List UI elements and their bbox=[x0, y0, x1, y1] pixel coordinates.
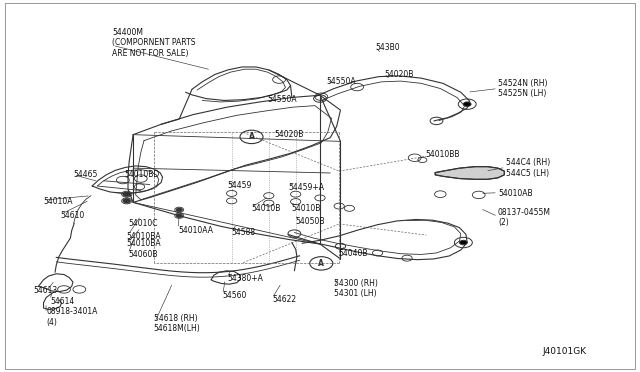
Text: 54040B: 54040B bbox=[338, 249, 367, 258]
Text: 54613: 54613 bbox=[33, 286, 58, 295]
Text: 543B0: 543B0 bbox=[375, 43, 399, 52]
Text: 54060B: 54060B bbox=[128, 250, 157, 259]
Text: 54050B: 54050B bbox=[296, 217, 325, 226]
Text: J40101GK: J40101GK bbox=[543, 347, 587, 356]
Text: 54020B: 54020B bbox=[274, 130, 303, 139]
Text: 54610: 54610 bbox=[61, 211, 85, 219]
Text: 54010BD: 54010BD bbox=[124, 170, 159, 179]
Circle shape bbox=[460, 240, 467, 245]
Circle shape bbox=[123, 199, 131, 203]
Text: 54614: 54614 bbox=[50, 297, 74, 306]
Text: 54560: 54560 bbox=[223, 291, 247, 300]
Text: 54010B: 54010B bbox=[251, 204, 280, 213]
Circle shape bbox=[176, 208, 182, 212]
Circle shape bbox=[176, 214, 182, 218]
Text: 54010BA: 54010BA bbox=[127, 239, 161, 248]
Text: 54550A: 54550A bbox=[326, 77, 356, 86]
Text: 54459+A: 54459+A bbox=[288, 183, 324, 192]
Text: 54465: 54465 bbox=[74, 170, 98, 179]
Text: A: A bbox=[318, 259, 324, 268]
Text: A: A bbox=[248, 132, 255, 141]
Text: 54010A: 54010A bbox=[44, 197, 73, 206]
Circle shape bbox=[123, 192, 131, 196]
Text: 54010AB: 54010AB bbox=[498, 189, 532, 198]
Text: 54020B: 54020B bbox=[384, 70, 413, 79]
Text: 54010BA: 54010BA bbox=[127, 232, 161, 241]
Circle shape bbox=[463, 102, 471, 106]
Text: 54380+A: 54380+A bbox=[227, 274, 263, 283]
Text: 54010C: 54010C bbox=[128, 219, 157, 228]
Text: 54459: 54459 bbox=[227, 182, 252, 190]
Text: 54010B: 54010B bbox=[291, 204, 321, 213]
Text: 08137-0455M
(2): 08137-0455M (2) bbox=[498, 208, 551, 227]
Polygon shape bbox=[435, 167, 504, 179]
Text: 544C4 (RH)
544C5 (LH): 544C4 (RH) 544C5 (LH) bbox=[506, 158, 550, 178]
Text: 54618 (RH)
54618M(LH): 54618 (RH) 54618M(LH) bbox=[154, 314, 200, 333]
Text: 54588: 54588 bbox=[232, 228, 256, 237]
Text: 54524N (RH)
54525N (LH): 54524N (RH) 54525N (LH) bbox=[498, 79, 547, 98]
Text: 54550A: 54550A bbox=[268, 95, 297, 104]
Text: 54400M
(COMPORNENT PARTS
ARE NOT FOR SALE): 54400M (COMPORNENT PARTS ARE NOT FOR SAL… bbox=[112, 28, 195, 58]
Text: 54010BB: 54010BB bbox=[425, 150, 460, 159]
Text: 54300 (RH)
54301 (LH): 54300 (RH) 54301 (LH) bbox=[334, 279, 378, 298]
Text: 54010AA: 54010AA bbox=[178, 226, 213, 235]
Text: 08918-3401A
(4): 08918-3401A (4) bbox=[46, 307, 97, 327]
Text: 54622: 54622 bbox=[272, 295, 296, 304]
